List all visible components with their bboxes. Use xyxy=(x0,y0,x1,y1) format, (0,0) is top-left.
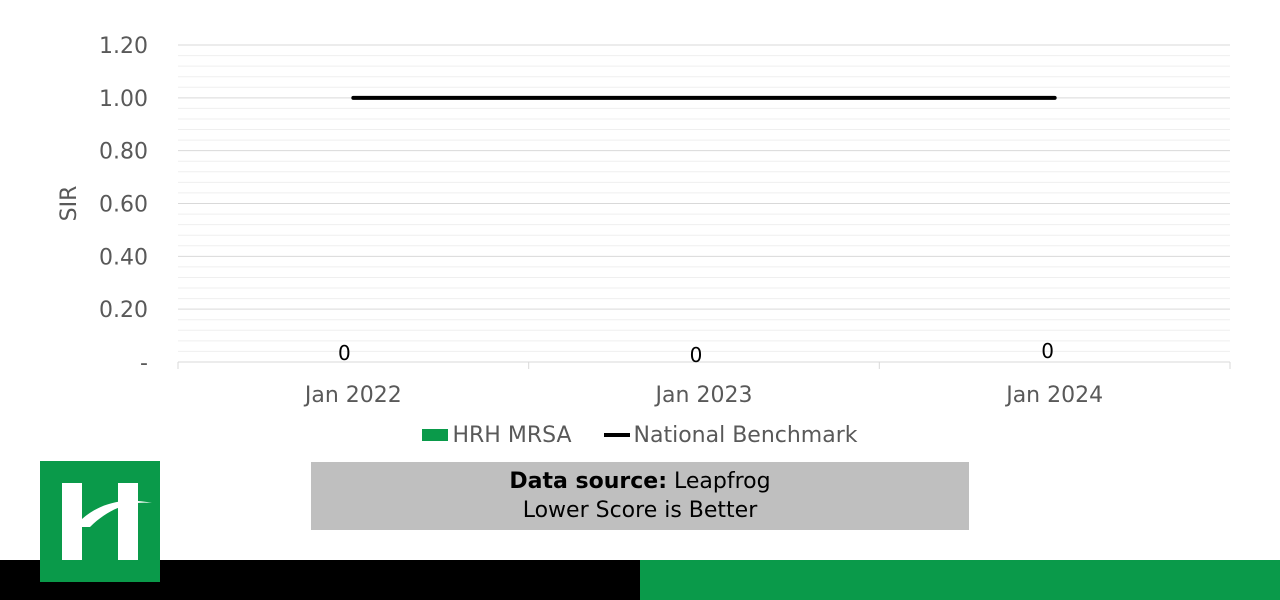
data-label: 0 xyxy=(1041,339,1054,363)
grid-lines xyxy=(178,44,1230,352)
legend-swatch-line xyxy=(603,433,630,437)
data-label: 0 xyxy=(690,343,703,367)
legend: HRH MRSA National Benchmark xyxy=(0,420,1280,450)
y-tick-label: 0.80 xyxy=(99,140,148,165)
data-source-value: Leapfrog xyxy=(674,469,771,494)
y-tick-label: 0.20 xyxy=(99,298,148,323)
x-tick-label: Jan 2022 xyxy=(303,383,402,408)
y-tick-label: - xyxy=(140,351,148,376)
x-tick-label: Jan 2023 xyxy=(654,383,753,408)
y-axis-title: SIR xyxy=(57,186,82,222)
y-axis-ticks: - 0.20 0.40 0.60 0.80 1.00 1.20 xyxy=(99,34,148,376)
y-tick-label: 0.60 xyxy=(99,193,148,218)
data-source-label: Data source: xyxy=(509,469,667,494)
chart: -0.200.400.600.801.001.20 Jan 2022 Jan 20… xyxy=(57,34,1231,408)
data-label: 0 xyxy=(338,341,351,365)
x-tick-label: Jan 2024 xyxy=(1004,383,1103,408)
data-source-line: Data source: Leapfrog xyxy=(509,467,770,496)
data-labels: 0 0 0 xyxy=(338,339,1054,367)
x-axis xyxy=(177,361,1231,369)
x-axis-ticks: Jan 2022 Jan 2023 Jan 2024 xyxy=(303,383,1103,408)
y-tick-label: 1.00 xyxy=(99,87,148,112)
score-note: Lower Score is Better xyxy=(522,498,758,523)
hospital-h-logo-icon xyxy=(40,461,160,582)
y-tick-label: 1.20 xyxy=(99,34,148,59)
legend-label: HRH MRSA xyxy=(452,422,572,448)
footer-bar-green xyxy=(640,560,1280,600)
legend-item-hrh-mrsa: HRH MRSA xyxy=(422,422,572,448)
legend-label: National Benchmark xyxy=(633,422,858,448)
y-tick-label: 0.40 xyxy=(99,245,148,270)
data-source-box: Data source: Leapfrog Lower Score is Bet… xyxy=(311,462,969,530)
legend-swatch-bar xyxy=(422,429,449,441)
legend-item-national-benchmark: National Benchmark xyxy=(603,422,858,448)
